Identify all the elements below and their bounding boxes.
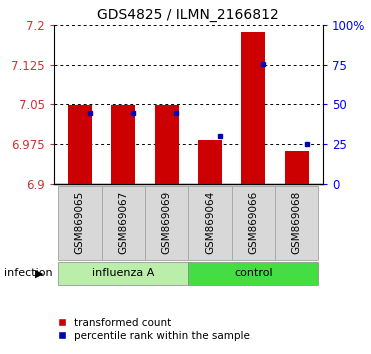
Bar [68, 105, 92, 184]
FancyBboxPatch shape [188, 262, 318, 285]
Text: GSM869068: GSM869068 [292, 190, 302, 253]
Bar [155, 105, 178, 184]
Bar [198, 140, 222, 184]
Bar [285, 150, 309, 184]
FancyBboxPatch shape [145, 185, 188, 261]
FancyBboxPatch shape [188, 185, 232, 261]
Text: infection: infection [4, 268, 52, 279]
Text: influenza A: influenza A [92, 268, 154, 279]
Text: GSM869065: GSM869065 [75, 190, 85, 253]
FancyBboxPatch shape [58, 185, 102, 261]
Text: GSM869069: GSM869069 [162, 190, 172, 253]
Bar [111, 105, 135, 184]
FancyBboxPatch shape [102, 185, 145, 261]
Bar [242, 32, 265, 184]
Text: GSM869067: GSM869067 [118, 190, 128, 253]
Text: GSM869066: GSM869066 [248, 190, 258, 253]
FancyBboxPatch shape [58, 262, 188, 285]
Title: GDS4825 / ILMN_2166812: GDS4825 / ILMN_2166812 [98, 8, 279, 22]
Legend: transformed count, percentile rank within the sample: transformed count, percentile rank withi… [53, 314, 254, 345]
FancyBboxPatch shape [232, 185, 275, 261]
Text: ▶: ▶ [35, 268, 43, 279]
Text: GSM869064: GSM869064 [205, 190, 215, 253]
FancyBboxPatch shape [275, 185, 318, 261]
Text: control: control [234, 268, 273, 279]
